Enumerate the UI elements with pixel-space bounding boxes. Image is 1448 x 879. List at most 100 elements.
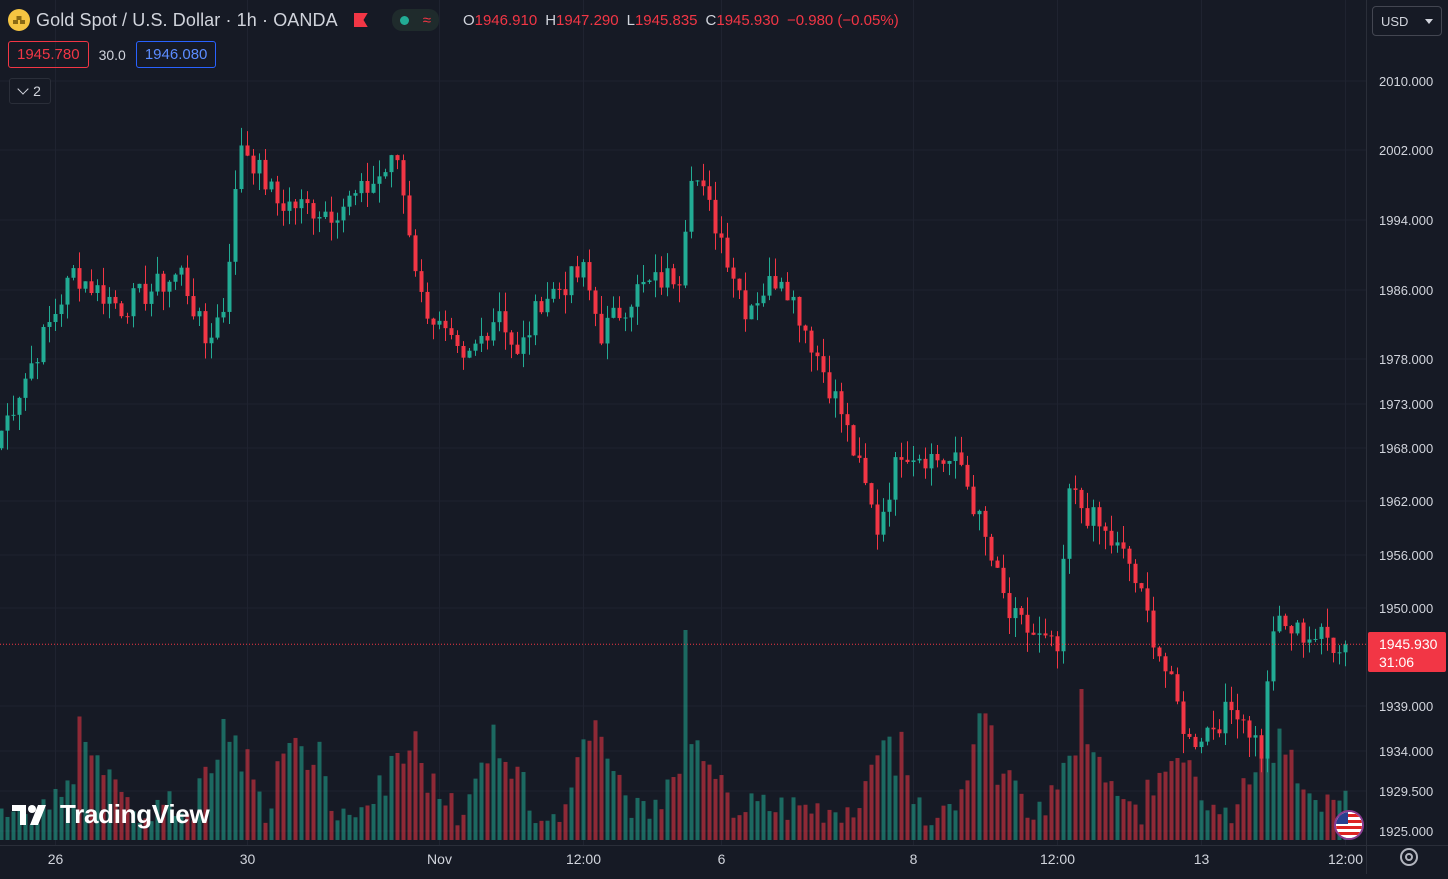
candle-body <box>1157 647 1162 657</box>
candle-body <box>1073 488 1078 490</box>
candle-body <box>125 316 130 318</box>
candle-body <box>455 334 460 346</box>
volume-bar <box>581 739 586 840</box>
wave-icon: ≈ <box>422 11 431 29</box>
buy-button[interactable]: 1946.080 <box>135 41 217 68</box>
candle-body <box>1037 633 1042 635</box>
volume-bar <box>1193 776 1198 840</box>
sell-button[interactable]: 1945.780 <box>8 41 89 68</box>
volume-bar <box>101 775 106 840</box>
price-tick-label: 1956.000 <box>1379 548 1433 563</box>
candle-body <box>1265 681 1270 759</box>
flag-icon[interactable] <box>353 13 368 27</box>
volume-bar <box>185 814 190 840</box>
indicators-toggle-button[interactable]: 2 <box>9 78 51 104</box>
candle-body <box>467 350 472 358</box>
candle-body <box>1067 488 1072 559</box>
currency-value: USD <box>1381 13 1409 29</box>
candle-body <box>941 460 946 464</box>
candle-body <box>209 337 214 344</box>
candle-body <box>119 303 124 317</box>
candle-body <box>1031 632 1036 635</box>
volume-bar <box>485 763 490 840</box>
candle-body <box>653 272 658 281</box>
chart-legend: Gold Spot / U.S. Dollar · 1h · OANDA ≈ O… <box>8 9 899 31</box>
candle-body <box>755 303 760 306</box>
candle-body <box>1145 588 1150 611</box>
volume-bar <box>1013 780 1018 840</box>
candle-body <box>245 145 250 156</box>
candle-body <box>1211 727 1216 730</box>
candle-body <box>161 273 166 292</box>
candlestick-chart[interactable] <box>0 0 1366 845</box>
candle-body <box>1163 656 1168 672</box>
time-axis[interactable]: 26 30 Nov 12:00 6 8 12:00 13 12:00 <box>0 845 1366 874</box>
candle-body <box>1127 548 1132 564</box>
candle-body <box>947 461 952 464</box>
candle-body <box>95 285 100 293</box>
candle-body <box>563 289 568 296</box>
gold-symbol-icon <box>8 9 30 31</box>
candle-body <box>377 176 382 184</box>
currency-select[interactable]: USD <box>1372 6 1442 36</box>
candle-body <box>875 504 880 535</box>
candle-body <box>629 306 634 318</box>
candle-body <box>551 288 556 299</box>
candle-body <box>683 231 688 286</box>
candle-body <box>395 155 400 161</box>
candle-body <box>473 343 478 351</box>
volume-bar <box>797 805 802 840</box>
candle-body <box>1289 626 1294 634</box>
volume-bar <box>1079 689 1084 840</box>
volume-bar <box>611 771 616 840</box>
market-status[interactable]: ≈ <box>391 9 439 31</box>
volume-bar <box>5 816 10 840</box>
volume-bar <box>281 753 286 840</box>
volume-bar <box>1175 757 1180 840</box>
volume-bar <box>239 771 244 840</box>
volume-bar <box>689 744 694 840</box>
volume-bar <box>347 814 352 840</box>
symbol-title[interactable]: Gold Spot / U.S. Dollar · 1h · OANDA <box>36 9 338 30</box>
volume-bar <box>713 778 718 840</box>
volume-bar <box>47 809 52 840</box>
volume-bar <box>23 814 28 840</box>
candle-body <box>479 335 484 344</box>
candle-body <box>1133 563 1138 584</box>
candle-body <box>137 283 142 289</box>
us-flag-icon[interactable] <box>1334 810 1364 840</box>
volume-bar <box>1157 772 1162 840</box>
volume-bar <box>1151 795 1156 840</box>
volume-bar <box>335 820 340 840</box>
candle-body <box>1181 701 1186 734</box>
quote-row: 1945.780 30.0 1946.080 <box>8 41 217 68</box>
volume-bar <box>467 794 472 840</box>
volume-bar <box>35 823 40 840</box>
volume-bar <box>623 795 628 840</box>
volume-bar <box>311 764 316 840</box>
candle-body <box>353 193 358 196</box>
candle-body <box>1199 741 1204 748</box>
volume-bar <box>1259 738 1264 840</box>
volume-bar <box>1073 755 1078 840</box>
chevron-down-icon <box>17 83 29 95</box>
volume-bar <box>515 766 520 840</box>
price-tick-label: 1925.000 <box>1379 824 1433 839</box>
candle-body <box>113 296 118 304</box>
volume-bar <box>29 825 34 840</box>
chart-pane[interactable] <box>0 0 1366 845</box>
volume-bar <box>53 788 58 840</box>
volume-bar <box>1115 795 1120 840</box>
candle-body <box>1259 735 1264 759</box>
time-tick-label: 6 <box>718 851 726 867</box>
volume-bar <box>1283 754 1288 840</box>
candle-body <box>191 296 196 317</box>
candle-body <box>869 483 874 505</box>
volume-bar <box>575 757 580 840</box>
price-axis[interactable]: 2010.000 2002.000 1994.000 1986.000 1978.000… <box>1366 0 1448 845</box>
candle-body <box>689 180 694 232</box>
settings-gear-icon[interactable] <box>1400 848 1418 866</box>
last-price-tag: 1945.930 31:06 <box>1368 632 1446 672</box>
candle-body <box>899 457 904 460</box>
volume-bar <box>425 792 430 840</box>
